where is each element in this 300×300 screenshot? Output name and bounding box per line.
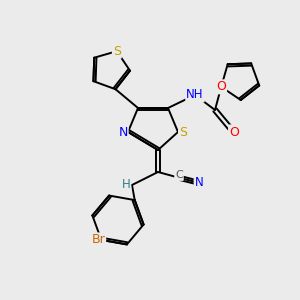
Text: Br: Br [92,233,105,246]
Text: N: N [118,125,128,139]
Text: O: O [216,80,226,93]
Text: N: N [195,176,203,188]
Text: S: S [179,125,187,139]
Text: H: H [122,178,130,191]
Text: C: C [175,170,183,180]
Text: NH: NH [186,88,204,101]
Text: S: S [113,45,121,58]
Text: O: O [229,125,239,139]
